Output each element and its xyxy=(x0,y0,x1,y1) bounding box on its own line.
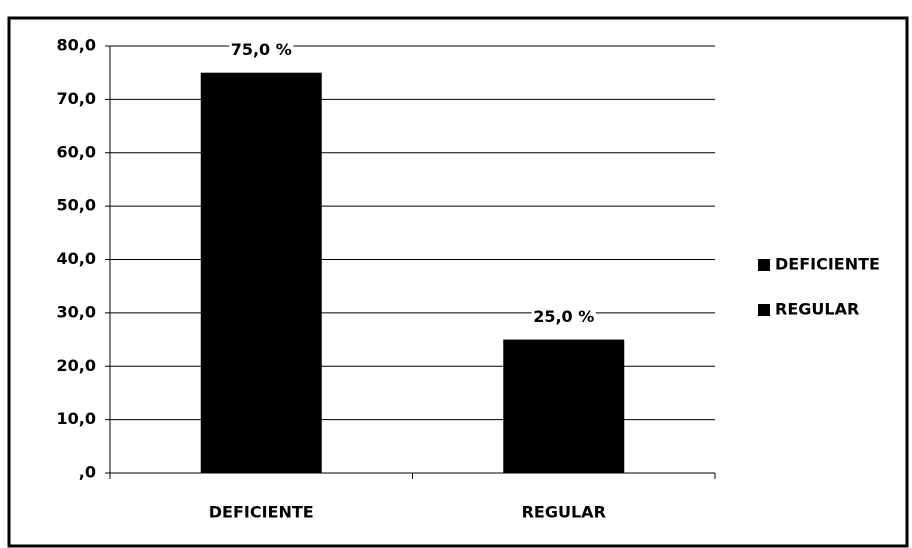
y-tick-label: 80,0 xyxy=(57,36,96,55)
bar xyxy=(503,339,625,473)
legend-swatch xyxy=(758,304,770,316)
y-tick-label: 40,0 xyxy=(57,249,96,268)
y-tick-label: 30,0 xyxy=(57,302,96,321)
y-tick-label: ,0 xyxy=(79,463,96,482)
y-tick-label: 10,0 xyxy=(57,409,96,428)
value-label: 25,0 % xyxy=(533,307,594,326)
y-tick-label: 60,0 xyxy=(57,142,96,161)
y-tick-label: 50,0 xyxy=(57,196,96,215)
legend-label: REGULAR xyxy=(775,300,859,319)
legend-swatch xyxy=(758,259,770,271)
value-label-bg xyxy=(531,306,596,329)
chart-frame xyxy=(7,16,909,548)
y-tick-label: 20,0 xyxy=(57,356,96,375)
x-tick-label: REGULAR xyxy=(522,503,606,522)
y-tick-label: 70,0 xyxy=(57,89,96,108)
legend-label: DEFICIENTE xyxy=(775,255,880,274)
bar xyxy=(200,72,322,473)
value-label: 75,0 % xyxy=(231,40,292,59)
value-label-bg xyxy=(229,39,294,62)
x-tick-label: DEFICIENTE xyxy=(209,503,314,522)
